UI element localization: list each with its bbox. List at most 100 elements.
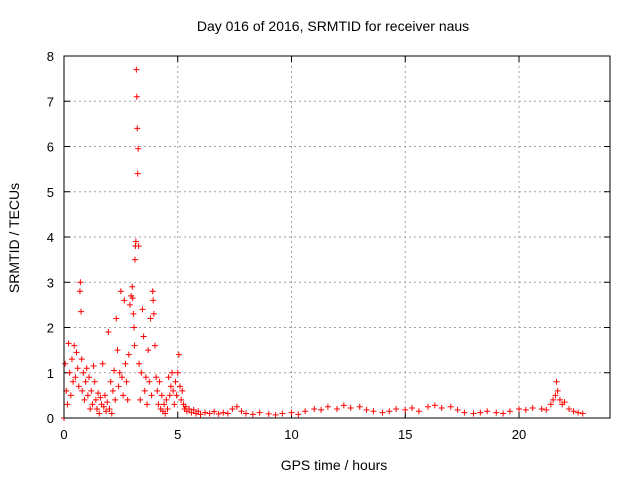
data-point (334, 405, 340, 412)
data-point (543, 406, 550, 413)
data-point (170, 387, 177, 394)
data-point (123, 378, 130, 385)
data-point (100, 403, 107, 410)
data-point (68, 356, 75, 363)
data-point (425, 403, 431, 410)
data-point (126, 301, 133, 308)
plot-area-border (63, 55, 611, 419)
data-point (173, 392, 180, 399)
data-point (500, 410, 507, 417)
data-point (75, 383, 82, 390)
data-point (122, 360, 129, 367)
data-point (71, 342, 78, 349)
data-point (124, 396, 131, 403)
data-point (153, 374, 160, 381)
data-point (402, 406, 409, 413)
data-point (88, 387, 95, 394)
data-point (347, 405, 354, 412)
data-point (81, 396, 88, 403)
data-point (393, 405, 400, 412)
data-point (552, 392, 559, 399)
data-point (249, 411, 256, 418)
y-tick-label: 1 (47, 366, 54, 381)
data-point (506, 408, 513, 415)
data-point (566, 405, 573, 412)
data-point (324, 403, 331, 410)
y-tick-label: 2 (47, 321, 54, 336)
data-point (103, 408, 110, 415)
data-point (135, 145, 142, 152)
data-point (288, 409, 295, 416)
chart-title: Day 016 of 2016, SRMTID for receiver nau… (197, 18, 469, 34)
data-point (182, 403, 189, 410)
data-point (78, 308, 85, 315)
data-point (538, 405, 545, 412)
data-point (177, 383, 184, 390)
y-tick-label: 7 (47, 94, 54, 109)
data-point (211, 408, 218, 415)
data-point (167, 383, 174, 390)
data-point (93, 405, 100, 412)
data-point (70, 378, 77, 385)
data-point (133, 66, 140, 73)
data-point (72, 374, 79, 381)
data-point (62, 360, 69, 367)
y-tick-label: 8 (47, 49, 54, 64)
data-point (131, 256, 138, 263)
data-point (80, 369, 87, 376)
data-point (154, 387, 161, 394)
data-point (132, 238, 139, 245)
data-point (243, 410, 249, 417)
data-point (74, 365, 81, 372)
data-point (165, 374, 172, 381)
x-tick-label: 5 (174, 427, 181, 442)
data-point (156, 378, 163, 385)
x-tick-label: 0 (60, 427, 67, 442)
data-point (134, 125, 141, 132)
data-point (104, 399, 111, 406)
data-point (78, 356, 85, 363)
data-point (379, 409, 386, 416)
data-point (220, 409, 227, 416)
data-point (77, 279, 84, 286)
y-tick-label: 5 (47, 185, 54, 200)
data-point (125, 351, 132, 358)
data-point (67, 392, 74, 399)
data-point (114, 347, 121, 354)
data-point (105, 329, 112, 336)
data-point (96, 410, 103, 417)
data-point (575, 409, 582, 416)
data-point (224, 410, 231, 417)
axis-ticks: 0 1 2 3 4 5 6 7 8 0 5 10 15 20 (47, 49, 610, 442)
data-point (66, 369, 73, 376)
data-point (148, 392, 155, 399)
data-point (493, 409, 500, 416)
data-point (311, 405, 318, 412)
y-tick-label: 0 (47, 411, 54, 426)
data-point (79, 387, 86, 394)
data-point (197, 411, 204, 418)
y-tick-label: 4 (47, 230, 54, 245)
data-point (386, 408, 393, 415)
data-point (233, 403, 240, 410)
data-point (256, 409, 263, 416)
data-point (461, 409, 468, 416)
data-point (139, 306, 146, 313)
data-point (92, 396, 99, 403)
data-point (363, 406, 370, 413)
data-point (178, 396, 185, 403)
data-point (229, 405, 236, 412)
data-point (162, 410, 169, 417)
y-tick-label: 3 (47, 275, 54, 290)
data-point (133, 93, 140, 100)
data-point (115, 383, 122, 390)
data-point (550, 396, 557, 403)
data-point (163, 396, 170, 403)
data-point (135, 243, 142, 250)
data-point (484, 408, 491, 415)
grid-lines (64, 56, 610, 418)
data-point (97, 394, 104, 401)
data-point (95, 390, 102, 397)
data-point (454, 406, 461, 413)
data-point (147, 315, 154, 322)
